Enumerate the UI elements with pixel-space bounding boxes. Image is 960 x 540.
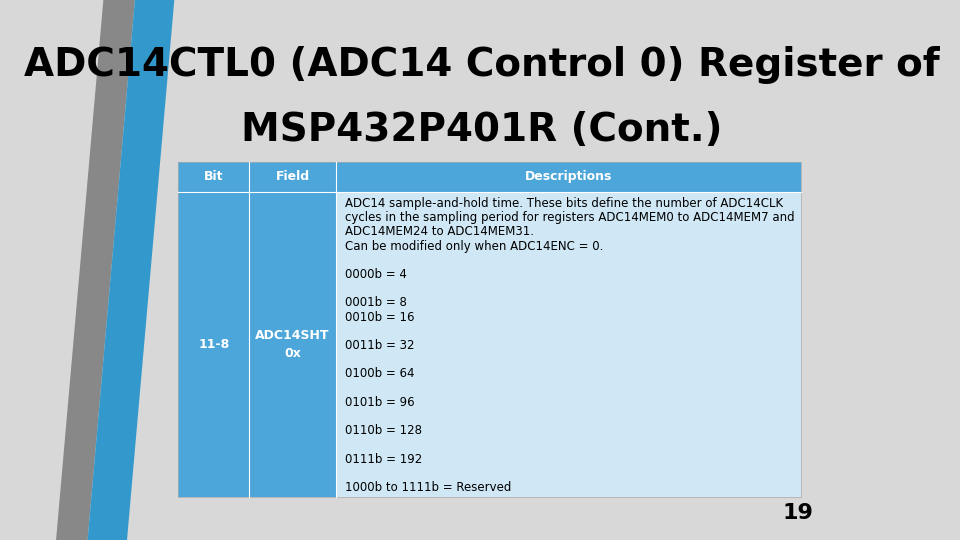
Text: 11-8: 11-8 — [198, 338, 229, 351]
Text: MSP432P401R (Cont.): MSP432P401R (Cont.) — [241, 111, 723, 148]
FancyBboxPatch shape — [179, 192, 801, 497]
Text: ADC14SHT
0x: ADC14SHT 0x — [255, 329, 330, 360]
Text: Field: Field — [276, 170, 310, 184]
FancyBboxPatch shape — [179, 162, 801, 192]
Text: Descriptions: Descriptions — [525, 170, 612, 184]
Text: 1000b to 1111b = Reserved: 1000b to 1111b = Reserved — [346, 481, 512, 494]
Text: 0000b = 4: 0000b = 4 — [346, 268, 407, 281]
Text: Can be modified only when ADC14ENC = 0.: Can be modified only when ADC14ENC = 0. — [346, 240, 604, 253]
Text: ADC14 sample-and-hold time. These bits define the number of ADC14CLK: ADC14 sample-and-hold time. These bits d… — [346, 197, 783, 210]
Text: 0011b = 32: 0011b = 32 — [346, 339, 415, 352]
Text: 0001b = 8: 0001b = 8 — [346, 296, 407, 309]
Polygon shape — [56, 0, 135, 540]
Text: 0100b = 64: 0100b = 64 — [346, 367, 415, 380]
Text: 0110b = 128: 0110b = 128 — [346, 424, 422, 437]
Text: ADC14CTL0 (ADC14 Control 0) Register of: ADC14CTL0 (ADC14 Control 0) Register of — [24, 46, 940, 84]
FancyBboxPatch shape — [250, 192, 336, 497]
Text: Bit: Bit — [204, 170, 224, 184]
FancyBboxPatch shape — [179, 192, 250, 497]
Text: 0111b = 192: 0111b = 192 — [346, 453, 422, 465]
Text: 0101b = 96: 0101b = 96 — [346, 396, 415, 409]
Text: ADC14MEM24 to ADC14MEM31.: ADC14MEM24 to ADC14MEM31. — [346, 226, 535, 239]
Polygon shape — [87, 0, 175, 540]
Text: 0010b = 16: 0010b = 16 — [346, 310, 415, 323]
Text: cycles in the sampling period for registers ADC14MEM0 to ADC14MEM7 and: cycles in the sampling period for regist… — [346, 211, 795, 224]
Text: 19: 19 — [782, 503, 813, 523]
